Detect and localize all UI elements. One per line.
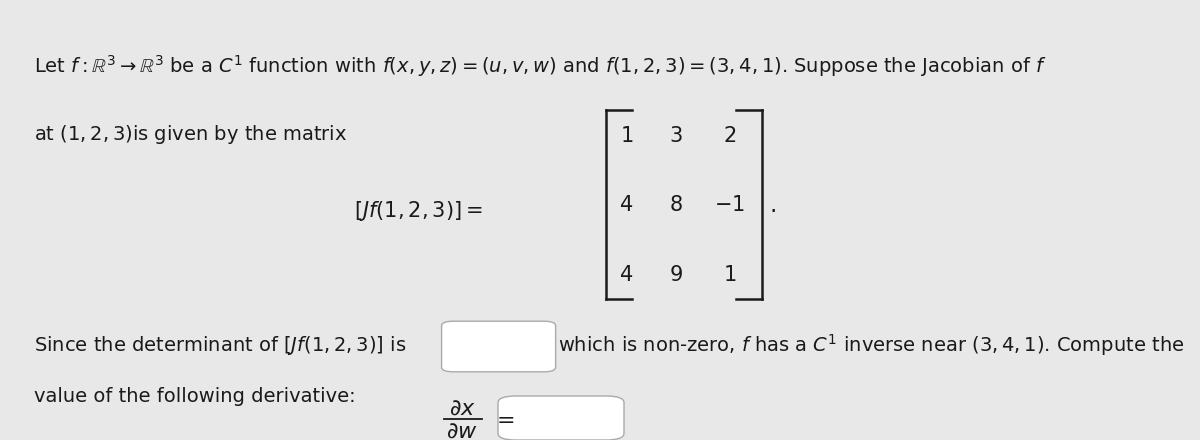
Text: $.$: $.$ [769, 193, 776, 216]
Text: $1$: $1$ [619, 126, 634, 147]
Text: $4$: $4$ [619, 265, 634, 285]
Text: $[Jf(1, 2, 3)] = $: $[Jf(1, 2, 3)] = $ [354, 199, 482, 223]
Text: which is non-zero, $f$ has a $C^1$ inverse near $(3, 4, 1)$. Compute the: which is non-zero, $f$ has a $C^1$ inver… [558, 333, 1184, 358]
FancyBboxPatch shape [498, 396, 624, 440]
Text: $9$: $9$ [668, 265, 683, 285]
Text: $4$: $4$ [619, 194, 634, 215]
Text: $-1$: $-1$ [714, 194, 745, 215]
Text: Let $f : \mathbb{R}^3 \rightarrow \mathbb{R}^3$ be a $C^1$ function with $f(x, y: Let $f : \mathbb{R}^3 \rightarrow \mathb… [34, 53, 1046, 79]
Text: Since the determinant of $[Jf(1, 2, 3)]$ is: Since the determinant of $[Jf(1, 2, 3)]$… [34, 334, 406, 357]
Text: $2$: $2$ [724, 126, 736, 147]
Text: value of the following derivative:: value of the following derivative: [34, 386, 355, 406]
Text: $=$: $=$ [492, 409, 515, 429]
Text: $1$: $1$ [722, 265, 737, 285]
Text: at $(1, 2, 3)$is given by the matrix: at $(1, 2, 3)$is given by the matrix [34, 123, 347, 146]
Text: $3$: $3$ [668, 126, 683, 147]
Text: $8$: $8$ [668, 194, 683, 215]
FancyBboxPatch shape [442, 321, 556, 372]
Text: $\partial x$: $\partial x$ [449, 398, 475, 418]
Text: $\partial w$: $\partial w$ [446, 421, 478, 440]
